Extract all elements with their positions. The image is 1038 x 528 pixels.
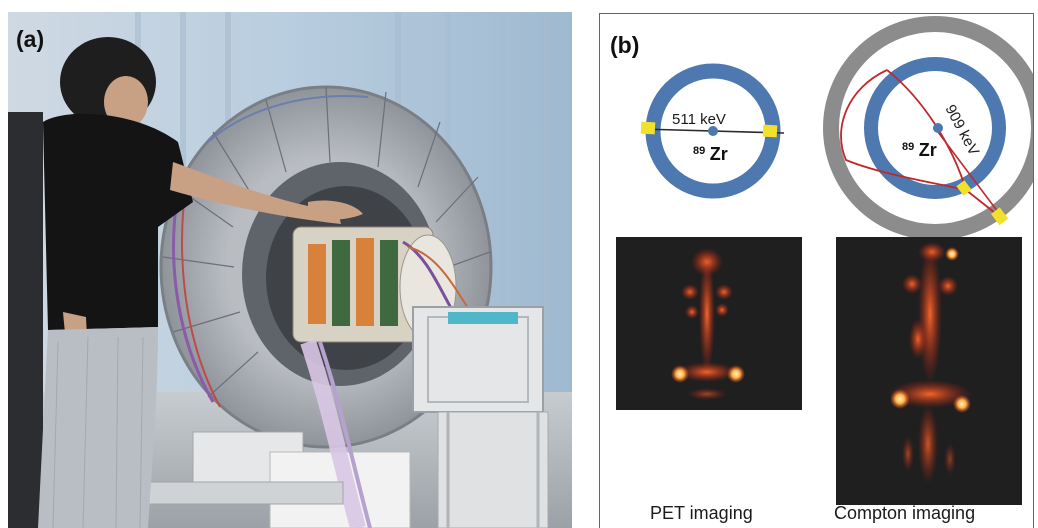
compton-isotope-symbol: Zr <box>919 140 937 160</box>
pet-hit-left <box>640 121 656 135</box>
panel-b-label: (b) <box>610 32 640 58</box>
pet-ring-diagram: 511 keV 89 Zr <box>640 63 785 199</box>
compton-gamma-ray <box>934 127 1005 221</box>
pet-isotope-symbol: Zr <box>710 144 728 164</box>
researcher-figure <box>8 37 363 528</box>
pet-source-dot <box>708 126 718 136</box>
compton-image <box>836 237 1022 505</box>
compton-ring-diagram: 909 keV 89 Zr <box>823 16 1033 240</box>
panel-a-label: (a) <box>16 26 45 52</box>
compton-isotope-label: 89 Zr <box>902 137 937 160</box>
compton-inner-ring <box>864 57 1006 199</box>
pet-image <box>616 237 802 410</box>
pet-isotope-mass-number: 89 <box>693 145 705 157</box>
compton-scatter-hit <box>956 180 972 196</box>
scanner-photo-illustration <box>8 12 572 528</box>
pet-imaging-caption: PET imaging <box>650 503 753 523</box>
compton-absorb-hit <box>990 207 1009 226</box>
support-frame <box>412 306 549 528</box>
pet-image-signal <box>671 248 745 400</box>
compton-image-signal <box>888 242 972 484</box>
compton-outer-ring <box>823 16 1033 240</box>
compton-energy-label: 909 keV <box>941 102 982 159</box>
pet-hit-right <box>762 124 778 138</box>
compton-imaging-caption: Compton imaging <box>834 503 976 523</box>
compton-cone-path <box>840 69 1005 221</box>
compton-isotope-mass-number: 89 <box>902 141 914 153</box>
pet-isotope-label: 89 Zr <box>693 141 728 164</box>
panel-b-box: 511 keV 89 Zr 909 keV 89 Zr <box>599 13 1034 528</box>
pet-energy-label: 511 keV <box>672 111 726 128</box>
compton-source-dot <box>933 123 943 133</box>
panel-b-diagrams: 511 keV 89 Zr 909 keV 89 Zr <box>616 16 1033 505</box>
scanner-photo <box>8 12 572 528</box>
